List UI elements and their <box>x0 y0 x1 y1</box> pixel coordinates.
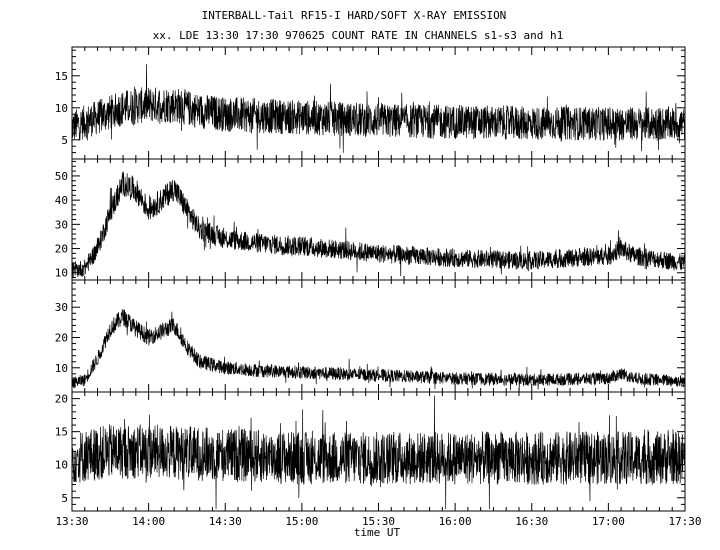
x-tick-label: 17:30 <box>668 515 701 528</box>
x-tick-label: 17:00 <box>592 515 625 528</box>
chart-title: INTERBALL-Tail RF15-I HARD/SOFT X-RAY EM… <box>202 9 507 22</box>
y-tick-label: 10 <box>55 267 68 280</box>
panels-group: 5 10 15 10 20 30 40 50 10 20 30 5 10 15 20 <box>55 46 686 512</box>
x-tick-label: 15:30 <box>362 515 395 528</box>
series-line-panel-1 <box>71 64 686 153</box>
y-tick-label: 20 <box>55 393 68 406</box>
y-tick-label: 30 <box>55 301 68 314</box>
series-line-panel-4 <box>71 395 686 510</box>
y-tick-label: 5 <box>61 492 68 505</box>
x-tick-label: 16:00 <box>439 515 472 528</box>
y-tick-label: 10 <box>55 459 68 472</box>
x-tick-label: 14:00 <box>132 515 165 528</box>
y-tick-label: 20 <box>55 332 68 345</box>
y-tick-label: 50 <box>55 170 68 183</box>
y-tick-label: 40 <box>55 194 68 207</box>
y-tick-label: 10 <box>55 102 68 115</box>
panel-4: 5 10 15 20 <box>55 391 686 512</box>
series-line-panel-2 <box>71 171 686 279</box>
chart-subtitle: xx. LDE 13:30 17:30 970625 COUNT RATE IN… <box>153 29 564 42</box>
x-tick-label: 16:30 <box>515 515 548 528</box>
y-tick-label: 15 <box>55 426 68 439</box>
y-tick-label: 10 <box>55 362 68 375</box>
x-tick-label: 13:30 <box>55 515 88 528</box>
y-tick-label: 20 <box>55 243 68 256</box>
panel-2: 10 20 30 40 50 <box>55 158 686 281</box>
series-line-panel-3 <box>71 309 686 392</box>
panel-3: 10 20 30 <box>55 279 686 393</box>
x-axis-label: time UT <box>354 526 401 539</box>
y-tick-label: 15 <box>55 70 68 83</box>
x-tick-label: 14:30 <box>209 515 242 528</box>
y-tick-label: 30 <box>55 218 68 231</box>
y-tick-label: 5 <box>61 134 68 147</box>
x-tick-labels: 13:30 14:00 14:30 15:00 15:30 16:00 16:30 17:00… <box>55 515 701 528</box>
x-tick-label: 15:00 <box>285 515 318 528</box>
panel-1: 5 10 15 <box>55 46 686 160</box>
